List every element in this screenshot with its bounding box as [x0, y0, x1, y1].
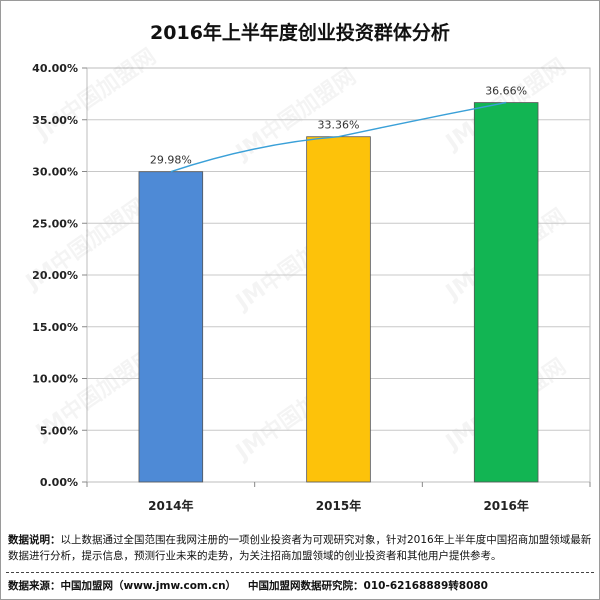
y-tick-label: 0.00%	[40, 476, 78, 489]
y-tick-label: 35.00%	[32, 114, 78, 127]
data-note: 数据说明：以上数据通过全国范围在我网注册的一项创业投资者为可观研究对象，针对20…	[8, 532, 594, 564]
y-tick-label: 25.00%	[32, 217, 78, 230]
x-tick-label: 2016年	[483, 498, 528, 513]
data-label: 36.66%	[485, 85, 527, 98]
bar	[138, 171, 204, 483]
x-tick-label: 2015年	[316, 498, 361, 513]
data-note-label: 数据说明：	[8, 534, 61, 546]
chart-title: 2016年上半年度创业投资群体分析	[150, 22, 450, 44]
y-tick-label: 20.00%	[32, 269, 78, 282]
divider	[6, 572, 594, 573]
y-tick-label: 10.00%	[32, 373, 78, 386]
bar	[306, 136, 371, 483]
data-source-left: 数据来源：中国加盟网（www.jmw.com.cn）	[8, 580, 237, 592]
bar	[473, 102, 539, 483]
trend-line	[170, 101, 507, 173]
data-note-text: 以上数据通过全国范围在我网注册的一项创业投资者为可观研究对象，针对2016年上半…	[8, 534, 592, 562]
y-tick-label: 15.00%	[32, 321, 78, 334]
data-label: 29.98%	[150, 154, 192, 167]
y-tick-label: 5.00%	[40, 424, 78, 437]
data-source-right: 中国加盟网数据研究院：010-62168889转8080	[248, 580, 488, 592]
x-tick-label: 2014年	[148, 498, 193, 513]
y-tick-label: 30.00%	[32, 166, 78, 179]
data-source: 数据来源：中国加盟网（www.jmw.com.cn） 中国加盟网数据研究院：010…	[8, 578, 594, 593]
data-label: 33.36%	[318, 119, 360, 132]
y-tick-label: 40.00%	[32, 62, 78, 75]
